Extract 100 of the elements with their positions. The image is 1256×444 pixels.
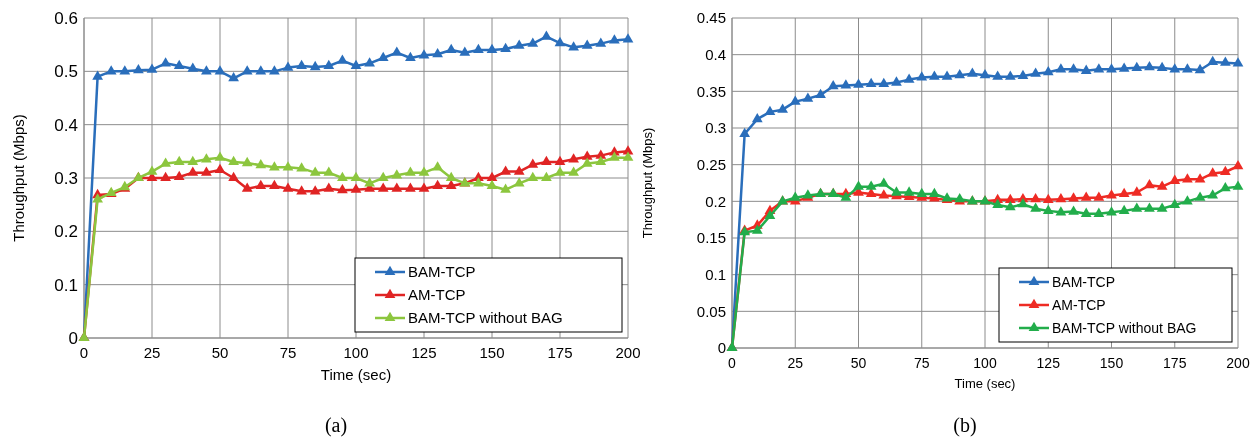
point <box>764 105 776 115</box>
point <box>840 79 852 89</box>
x-tick-label: 75 <box>913 355 930 371</box>
point <box>541 171 552 182</box>
point <box>903 186 915 196</box>
point <box>282 61 294 71</box>
point <box>241 65 253 75</box>
point <box>853 78 864 88</box>
point <box>391 46 403 56</box>
point <box>391 169 403 179</box>
point <box>1144 202 1155 212</box>
point <box>1080 207 1092 217</box>
point <box>119 65 131 75</box>
point <box>323 166 335 176</box>
point <box>364 177 375 187</box>
y-tick-label: 0.3 <box>705 119 726 137</box>
point <box>527 158 539 168</box>
point <box>1068 205 1079 215</box>
point <box>622 33 634 43</box>
point <box>228 171 239 182</box>
point <box>473 43 484 54</box>
point <box>486 179 498 190</box>
point <box>214 163 226 174</box>
point <box>418 49 430 59</box>
point <box>201 166 212 176</box>
point <box>1131 202 1143 212</box>
point <box>1080 64 1092 74</box>
point <box>1004 193 1016 203</box>
point <box>241 182 253 192</box>
point <box>405 166 416 176</box>
point <box>214 151 226 161</box>
x-axis-title: Time (sec) <box>320 366 392 383</box>
point <box>459 46 471 56</box>
y-tick-label: 0.4 <box>54 115 78 135</box>
point <box>941 70 953 80</box>
point <box>609 34 620 44</box>
point <box>1219 181 1231 192</box>
point <box>513 177 525 187</box>
point <box>1042 204 1054 214</box>
point <box>405 182 416 192</box>
point <box>377 182 389 192</box>
point <box>568 41 579 51</box>
point <box>337 184 348 194</box>
point <box>853 180 864 190</box>
point <box>751 113 763 123</box>
point <box>1068 192 1079 202</box>
point <box>1030 67 1041 77</box>
point <box>541 30 552 40</box>
point <box>473 177 484 187</box>
point <box>1232 180 1244 190</box>
y-tick-label: 0.05 <box>696 302 726 320</box>
point <box>432 48 443 58</box>
point <box>187 166 199 176</box>
point <box>1207 167 1219 177</box>
point <box>1156 180 1168 190</box>
point <box>1232 159 1244 170</box>
text: (a) <box>324 414 348 437</box>
point <box>622 151 634 161</box>
point <box>486 43 498 54</box>
point <box>1017 198 1029 208</box>
text: (b) <box>953 414 977 437</box>
point <box>789 191 801 201</box>
x-tick-label: 125 <box>1036 355 1061 371</box>
x-tick-label: 75 <box>279 344 297 361</box>
point <box>865 77 877 88</box>
point <box>146 165 158 175</box>
point <box>1156 202 1168 212</box>
y-tick-label: 0.1 <box>705 265 726 283</box>
point <box>228 72 239 82</box>
point <box>1106 189 1117 199</box>
point <box>764 209 776 220</box>
x-tick-label: 200 <box>1226 355 1250 371</box>
point <box>309 166 321 176</box>
point <box>1207 189 1219 199</box>
point <box>739 127 751 137</box>
point <box>201 65 212 75</box>
y-axis-title: Throughput (Mbps) <box>10 114 27 242</box>
point <box>1042 193 1054 203</box>
y-tick-label: 0.25 <box>696 155 726 173</box>
point <box>802 92 814 102</box>
point <box>445 171 457 182</box>
point <box>500 165 511 175</box>
point <box>1106 63 1117 73</box>
point <box>269 161 280 171</box>
point <box>827 80 839 90</box>
point <box>255 159 267 169</box>
legend-label: BAM-TCP without BAG <box>408 309 563 327</box>
point <box>1207 55 1219 66</box>
point <box>1194 173 1206 183</box>
point <box>296 162 307 172</box>
point <box>255 65 267 75</box>
x-tick-label: 25 <box>143 344 161 361</box>
point <box>173 59 185 70</box>
point <box>595 155 607 166</box>
point <box>1017 69 1029 80</box>
point <box>1194 63 1206 74</box>
point <box>1118 204 1130 214</box>
point <box>1169 63 1181 73</box>
point <box>568 153 579 163</box>
point <box>309 185 321 195</box>
